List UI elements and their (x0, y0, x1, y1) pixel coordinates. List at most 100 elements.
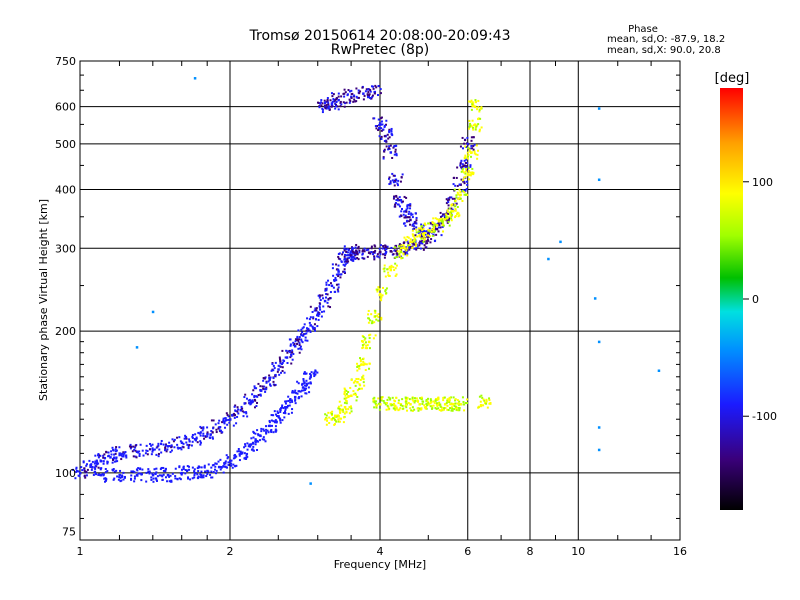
data-point (369, 90, 372, 93)
data-point (122, 455, 125, 458)
data-point (369, 96, 372, 99)
data-point (244, 445, 247, 448)
data-point (372, 337, 375, 340)
data-point (335, 420, 338, 423)
data-point (370, 251, 373, 254)
data-point (193, 476, 196, 479)
data-point (211, 476, 214, 479)
data-point (404, 405, 407, 408)
data-point (120, 458, 123, 461)
data-point (383, 264, 386, 267)
data-point (131, 450, 134, 453)
data-point (466, 151, 469, 154)
data-point (398, 196, 401, 199)
data-point (300, 348, 303, 351)
data-point (416, 407, 419, 410)
data-point (262, 377, 265, 380)
data-point (395, 264, 398, 267)
data-point (375, 318, 378, 321)
data-point (451, 208, 454, 211)
data-point (324, 296, 327, 299)
data-point (284, 407, 287, 410)
data-point (379, 117, 382, 120)
data-point (383, 256, 386, 259)
data-point (300, 334, 303, 337)
data-point (241, 407, 244, 410)
data-point (403, 246, 406, 249)
data-point (299, 345, 302, 348)
data-point (359, 384, 362, 387)
data-point (263, 438, 266, 441)
data-point (337, 405, 340, 408)
data-point (80, 466, 83, 469)
data-point (107, 451, 110, 454)
data-point (455, 196, 458, 199)
chart-subtitle: RwPretec (8p) (331, 42, 429, 58)
data-point (95, 473, 98, 476)
y-tick-label: 300 (55, 242, 76, 255)
data-point (435, 403, 439, 406)
data-point (338, 420, 341, 423)
data-point (407, 246, 410, 249)
data-point (102, 473, 105, 476)
data-point (114, 448, 117, 451)
data-point (351, 92, 354, 95)
data-point (261, 385, 264, 388)
data-point (125, 456, 128, 459)
data-point (432, 230, 435, 233)
data-point (122, 471, 125, 474)
data-point (439, 226, 442, 229)
data-point (251, 448, 254, 451)
data-point (367, 309, 370, 312)
data-point (114, 460, 117, 463)
data-point (331, 263, 334, 266)
data-point (243, 446, 246, 449)
data-point (380, 396, 383, 399)
data-point (329, 282, 332, 285)
data-point (265, 428, 268, 431)
data-point (343, 245, 346, 248)
data-point (274, 419, 277, 422)
data-point (446, 398, 449, 401)
data-point (321, 107, 324, 110)
data-point (360, 387, 363, 390)
data-point (357, 96, 360, 99)
data-point (349, 258, 352, 261)
data-point (392, 174, 395, 177)
data-point (258, 434, 261, 437)
data-point (155, 478, 158, 481)
data-point (456, 409, 459, 412)
data-point (337, 92, 340, 95)
data-point (464, 154, 467, 157)
data-point (354, 246, 357, 249)
data-point (373, 401, 376, 404)
data-point (291, 408, 294, 411)
data-point (320, 101, 323, 104)
data-point (412, 240, 415, 243)
data-point (313, 326, 316, 329)
data-point (448, 198, 451, 201)
data-point (271, 424, 274, 427)
data-point (370, 247, 373, 250)
data-point (466, 157, 469, 160)
data-point (465, 165, 468, 168)
data-point (415, 226, 418, 229)
data-point (399, 404, 402, 407)
data-point (238, 453, 241, 456)
data-point (359, 358, 362, 361)
data-point (380, 397, 383, 400)
data-point (211, 431, 214, 434)
data-point (259, 393, 262, 396)
data-point (450, 409, 453, 412)
data-point (265, 388, 268, 391)
data-point (292, 344, 295, 347)
data-point (153, 468, 156, 471)
data-point (393, 195, 396, 198)
data-point (323, 104, 326, 107)
data-point (139, 443, 142, 446)
data-point (406, 253, 409, 256)
data-point (330, 105, 333, 108)
data-point (423, 231, 426, 234)
data-point (212, 471, 215, 474)
data-point (393, 249, 396, 252)
